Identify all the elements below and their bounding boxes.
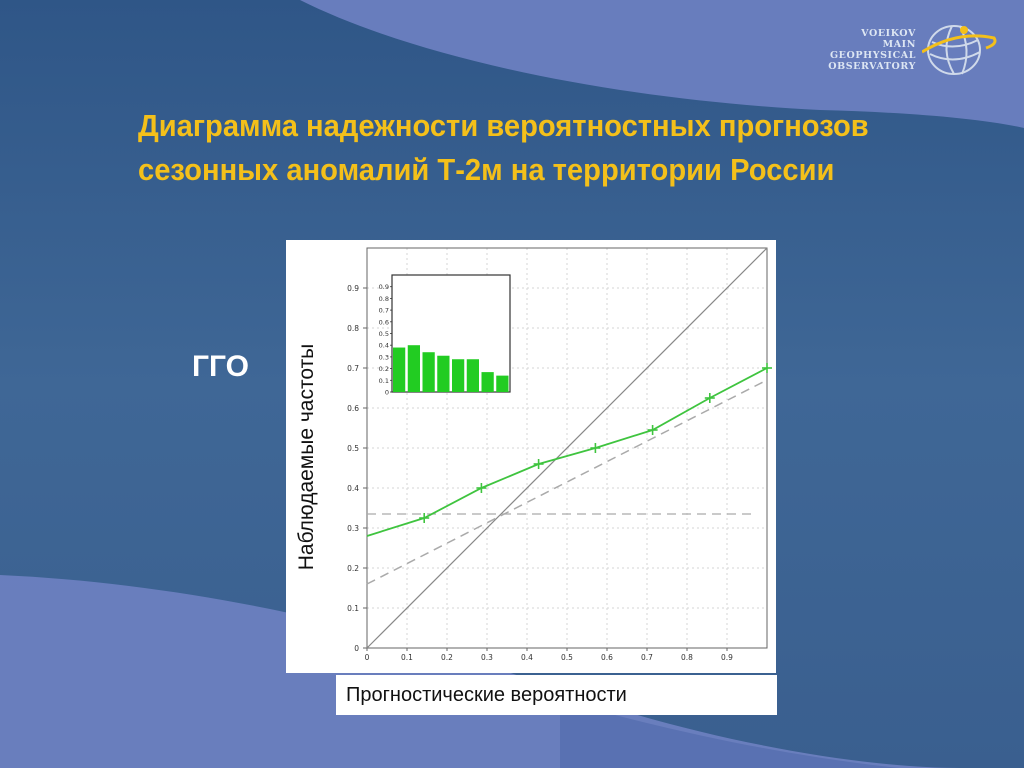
data-point-marker <box>762 363 772 373</box>
main-x-ticks: 0 0.1 0.2 0.3 0.4 0.5 0.6 0.7 0.8 0.9 <box>365 648 733 662</box>
x-axis-label: Прогностические вероятности <box>346 684 627 706</box>
reliability-series <box>366 363 772 537</box>
inset-bar <box>393 347 406 392</box>
y-axis-label-panel <box>286 240 328 673</box>
perfect-reliability-line <box>366 247 768 649</box>
data-point-marker <box>647 425 658 435</box>
inset-bar <box>481 372 494 392</box>
slide-title-line-1: Диаграмма надежности вероятностных прогн… <box>138 108 869 143</box>
y-tick-label: 0.9 <box>347 284 359 293</box>
x-tick-label: 0.7 <box>641 653 653 662</box>
inset-y-tick-label: 0.3 <box>379 353 389 361</box>
y-tick-label: 0 <box>354 644 359 653</box>
slide-title-line-2: сезонных аномалий Т-2м на территории Рос… <box>138 152 835 187</box>
inset-y-tick-label: 0.8 <box>379 295 389 303</box>
logo-text-line-1: VOEIKOV <box>861 28 916 39</box>
slide-title: Диаграмма надежности вероятностных прогн… <box>138 104 946 192</box>
x-tick-label: 0 <box>365 653 370 662</box>
inset-bar <box>407 345 420 392</box>
x-tick-label: 0.9 <box>721 653 733 662</box>
logo-text-line-3: GEOPHYSICAL <box>829 50 916 61</box>
inset-y-tick-label: 0.5 <box>379 330 389 338</box>
reliability-diagram: 00.10.20.30.40.50.60.70.80.9 0 0.1 0.2 0.3 0… <box>347 247 772 662</box>
inset-y-tick-label: 0.9 <box>379 283 389 291</box>
inset-bar <box>422 352 435 392</box>
logo-text-line-2: MAIN <box>882 39 916 50</box>
data-point-marker <box>419 513 430 523</box>
main-y-ticks: 0 0.1 0.2 0.3 0.4 0.5 0.6 0.7 0.8 0.9 <box>347 284 367 653</box>
inset-y-tick-label: 0.7 <box>379 307 389 315</box>
x-tick-label: 0.6 <box>601 653 613 662</box>
x-axis-label-panel: Прогностические вероятности <box>336 675 777 715</box>
inset-y-tick-label: 0.2 <box>379 365 389 373</box>
x-tick-label: 0.2 <box>441 653 453 662</box>
inset-y-tick-label: 0.1 <box>379 377 389 385</box>
y-tick-label: 0.7 <box>347 364 359 373</box>
inset-histogram: 0 0.1 0.2 0.3 0.4 0.5 0.6 0.7 0.8 0.9 <box>379 274 511 397</box>
y-tick-label: 0.4 <box>347 484 359 493</box>
reliability-curve <box>366 367 768 537</box>
inset-y-tick-label: 0.4 <box>379 342 389 350</box>
data-point-marker <box>704 393 715 403</box>
y-axis-label: Наблюдаемые частоты <box>295 343 318 570</box>
data-point-marker <box>590 443 601 453</box>
data-point-marker <box>476 483 487 493</box>
x-tick-label: 0.4 <box>521 653 533 662</box>
observatory-logo: VOEIKOV MAIN GEOPHYSICAL OBSERVATORY <box>818 20 1024 80</box>
inset-bar <box>437 355 450 392</box>
inset-y-tick-label: 0.6 <box>379 318 389 326</box>
x-tick-label: 0.3 <box>481 653 493 662</box>
y-axis-label-container: Наблюдаемые частоты <box>286 240 328 673</box>
y-tick-label: 0.3 <box>347 524 359 533</box>
x-tick-label: 0.1 <box>401 653 413 662</box>
data-point-marker <box>533 459 544 469</box>
y-tick-label: 0.5 <box>347 444 359 453</box>
inset-bar <box>466 359 479 392</box>
y-tick-label: 0.2 <box>347 564 359 573</box>
x-tick-label: 0.8 <box>681 653 693 662</box>
inset-y-tick-label: 0 <box>385 389 389 397</box>
y-tick-label: 0.6 <box>347 404 359 413</box>
ggo-label: ГГО <box>192 350 249 383</box>
globe-icon <box>922 25 997 75</box>
inset-bar <box>452 359 465 392</box>
y-tick-label: 0.1 <box>347 604 359 613</box>
y-tick-label: 0.8 <box>347 324 359 333</box>
x-tick-label: 0.5 <box>561 653 573 662</box>
inset-bar <box>496 375 509 392</box>
logo-text-line-4: OBSERVATORY <box>828 61 916 72</box>
